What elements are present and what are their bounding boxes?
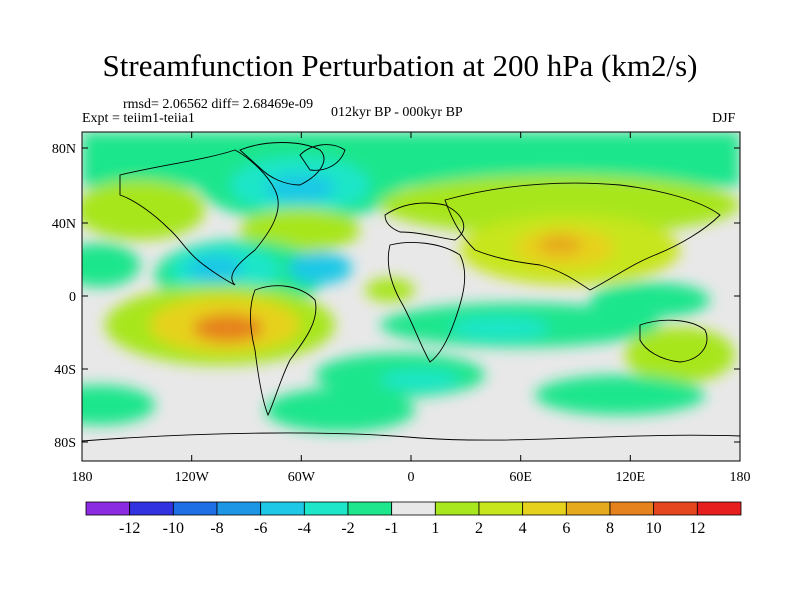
colorbar-label: 10 [646,520,662,537]
colorbar-swatch [303,501,349,516]
lon-tick-label: 0 [408,470,415,485]
colorbar-label: -1 [385,520,398,537]
colorbar-label: 12 [689,520,705,537]
lon-tick-label: 180 [72,470,93,485]
lat-tick-label: 40N [52,217,76,232]
colorbar-swatch [391,501,436,516]
colorbar-swatch [347,501,393,516]
colorbar-label: -10 [163,520,184,537]
lat-tick-label: 80N [52,142,76,157]
coastlines [82,142,740,442]
colorbar-label: 8 [606,520,614,537]
longitude-axis: 180 120W 60W 0 60E 120E 180 [72,132,751,485]
colorbar-label: -6 [254,520,267,537]
lon-tick-label: 60W [288,470,316,485]
colorbar-swatch [172,501,218,516]
colorbar-swatch [522,501,567,516]
colorbar-swatch [434,501,480,516]
lon-tick-label: 120W [175,470,210,485]
lon-tick-label: 120E [616,470,646,485]
colorbar-swatch [129,501,174,516]
lon-tick-label: 60E [509,470,532,485]
colorbar-label: -2 [341,520,354,537]
colorbar-swatch [609,501,655,516]
stats-line: rmsd= 2.06562 diff= 2.68469e-09 [123,97,314,112]
colorbar-label: 2 [475,520,483,537]
colorbar-label: 4 [519,520,527,537]
season-label: DJF [712,111,736,126]
colorbar-swatch [696,501,742,516]
colorbar: -12 -10 -8 -6 -4 -2 -1 1 2 4 6 8 10 12 [85,501,742,537]
colorbar-swatch [565,501,611,516]
colorbar-label: 6 [562,520,570,537]
lat-tick-label: 80S [54,436,76,451]
lon-tick-label: 180 [730,470,751,485]
latitude-axis: 80N 40N 0 40S 80S [52,142,740,451]
experiment-label: Expt = teiim1-teiia1 [82,111,195,126]
plot-title: Streamfunction Perturbation at 200 hPa (… [102,48,698,83]
lat-tick-label: 0 [69,290,76,305]
colorbar-label: -8 [210,520,223,537]
colorbar-swatch [478,501,524,516]
comparison-label: 012kyr BP - 000kyr BP [331,105,463,120]
colorbar-label: 1 [431,520,439,537]
colorbar-swatch [85,501,131,516]
colorbar-label: -4 [298,520,311,537]
lat-tick-label: 40S [54,363,76,378]
colorbar-swatch [216,501,262,516]
colorbar-swatch [653,501,698,516]
colorbar-label: -12 [119,520,140,537]
contour-field [82,132,740,461]
colorbar-swatch [260,501,305,516]
